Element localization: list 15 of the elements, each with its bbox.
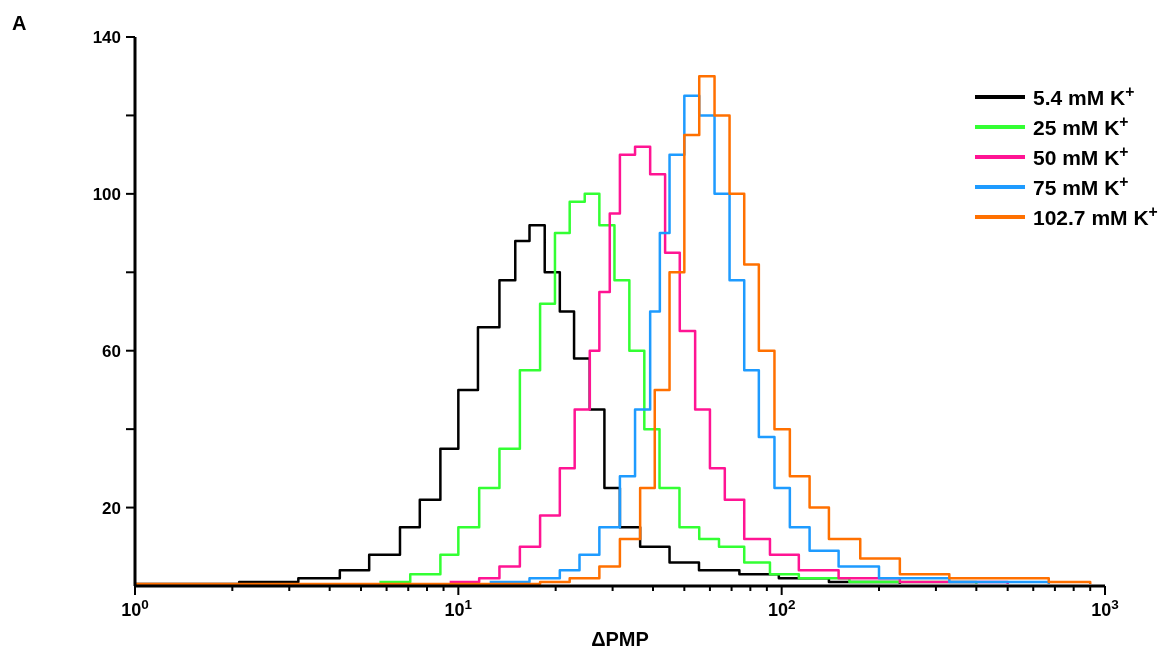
legend-label: 50 mM K$^{+}$ <box>1033 142 1129 169</box>
legend-label: 5.4 mM K$^{+}$ <box>1033 82 1135 109</box>
legend-label: 75 mM K$^{+}$ <box>1033 172 1129 199</box>
x-tick-label: 10$^{2}$ <box>767 596 796 620</box>
y-tick-label: 20 <box>102 498 121 518</box>
legend-label: 102.7 mM K$^{+}$ <box>1033 202 1158 229</box>
legend-label: 25 mM K$^{+}$ <box>1033 112 1129 139</box>
y-tick-label: 60 <box>102 341 121 361</box>
y-tick-label: 140 <box>92 28 121 47</box>
y-tick-label: 100 <box>92 184 121 204</box>
chart-title: A <box>12 12 27 34</box>
x-tick-label: 10$^{1}$ <box>444 596 473 620</box>
x-tick-label: 10$^{3}$ <box>1091 596 1120 620</box>
x-tick-label: 10$^{0}$ <box>121 596 149 620</box>
x-axis-title: ΔPMP <box>591 628 649 650</box>
